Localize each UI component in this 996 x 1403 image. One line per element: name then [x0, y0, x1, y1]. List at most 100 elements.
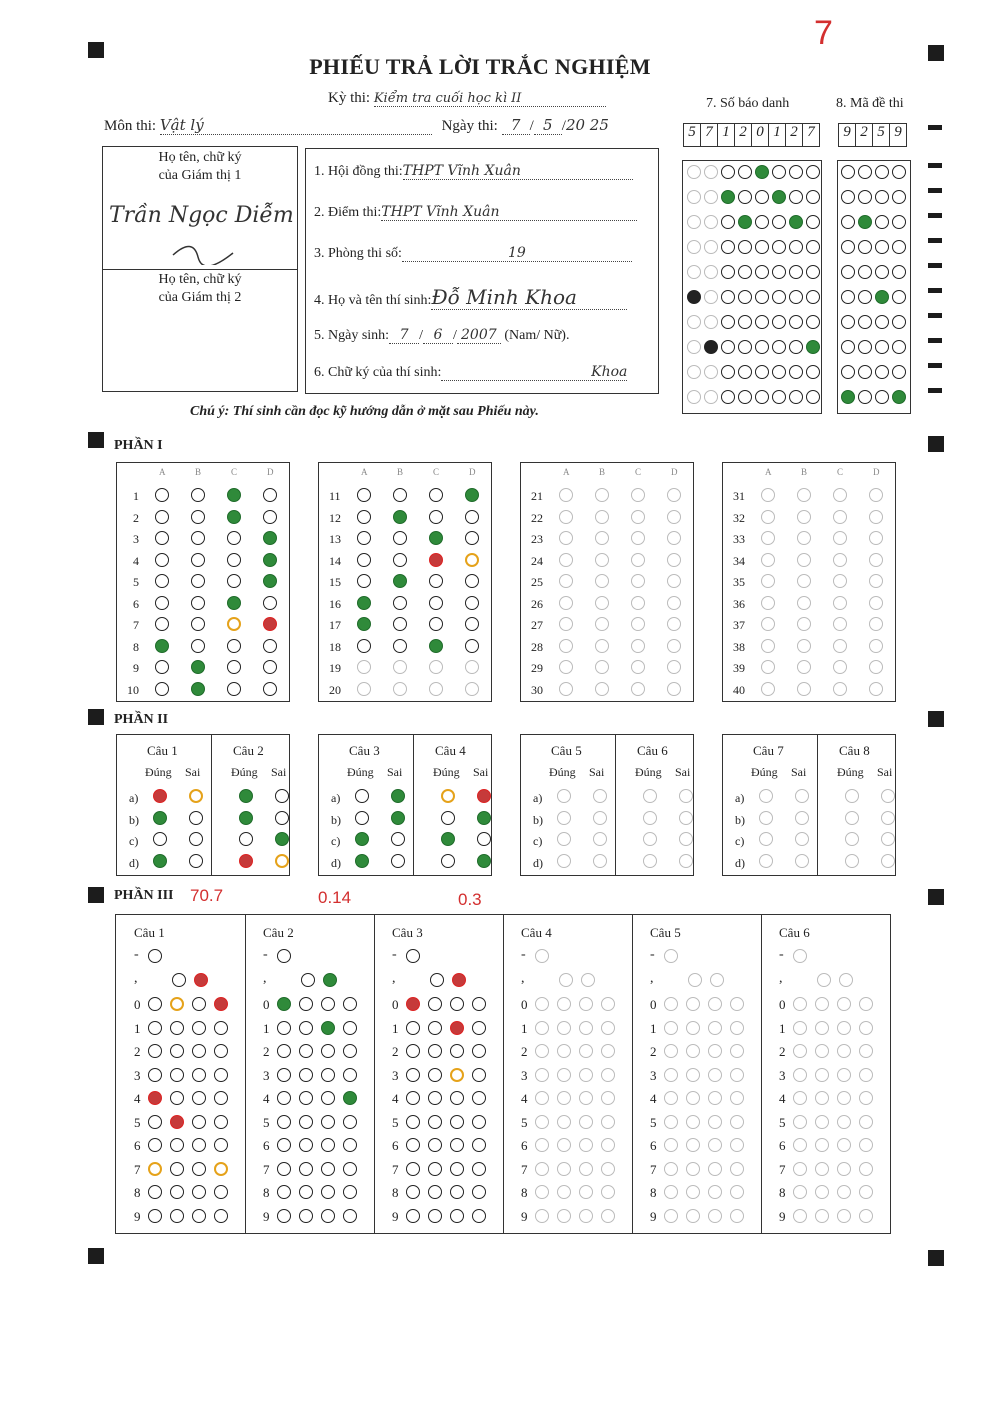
- digit-bubble[interactable]: [730, 1185, 744, 1199]
- part1-bubble[interactable]: [667, 552, 681, 567]
- digit-bubble[interactable]: [557, 997, 571, 1011]
- digit-bubble[interactable]: [579, 1091, 593, 1105]
- sbd-bubble[interactable]: [755, 290, 769, 304]
- sbd-bubble[interactable]: [806, 240, 820, 254]
- digit-bubble[interactable]: [535, 1020, 549, 1035]
- made-bubble[interactable]: [858, 290, 872, 304]
- digit-bubble[interactable]: [472, 1185, 486, 1199]
- part2-bubble[interactable]: [153, 789, 167, 803]
- part1-bubble[interactable]: [559, 574, 573, 588]
- digit-bubble[interactable]: [428, 1044, 442, 1058]
- part1-bubble[interactable]: [761, 660, 775, 674]
- part1-bubble[interactable]: [761, 638, 775, 653]
- part1-bubble[interactable]: [833, 488, 847, 502]
- digit-bubble[interactable]: [428, 1091, 442, 1105]
- part2-bubble[interactable]: [477, 832, 491, 846]
- part1-bubble[interactable]: [667, 595, 681, 610]
- digit-bubble[interactable]: [686, 1114, 700, 1129]
- digit-bubble[interactable]: [730, 1020, 744, 1035]
- sbd-bubble[interactable]: [772, 190, 786, 204]
- part1-bubble[interactable]: [393, 595, 407, 610]
- sbd-bubble[interactable]: [687, 365, 701, 379]
- part1-bubble[interactable]: [155, 531, 169, 545]
- made-bubble[interactable]: [892, 165, 906, 179]
- comma-bubble[interactable]: [559, 973, 573, 987]
- part1-bubble[interactable]: [833, 617, 847, 631]
- part1-bubble[interactable]: [393, 660, 407, 674]
- part1-bubble[interactable]: [393, 574, 407, 588]
- part1-bubble[interactable]: [761, 681, 775, 696]
- part1-bubble[interactable]: [797, 638, 811, 653]
- made-bubble[interactable]: [892, 265, 906, 279]
- digit-bubble[interactable]: [343, 997, 357, 1011]
- digit-bubble[interactable]: [579, 1067, 593, 1082]
- part1-bubble[interactable]: [465, 638, 479, 653]
- part1-bubble[interactable]: [631, 617, 645, 631]
- digit-bubble[interactable]: [428, 997, 442, 1011]
- digit-bubble[interactable]: [428, 1138, 442, 1152]
- digit-bubble[interactable]: [277, 1114, 291, 1129]
- comma-bubble[interactable]: [688, 973, 702, 987]
- digit-bubble[interactable]: [472, 1044, 486, 1058]
- digit-bubble[interactable]: [406, 1091, 420, 1105]
- part2-bubble[interactable]: [679, 853, 693, 868]
- made-bubble[interactable]: [875, 240, 889, 254]
- sbd-bubble[interactable]: [789, 165, 803, 179]
- digit-bubble[interactable]: [450, 1114, 464, 1129]
- part1-bubble[interactable]: [869, 595, 883, 610]
- part2-bubble[interactable]: [643, 789, 657, 803]
- comma-bubble[interactable]: [430, 973, 444, 987]
- sbd-bubble[interactable]: [772, 290, 786, 304]
- part1-bubble[interactable]: [263, 552, 277, 567]
- sbd-bubble[interactable]: [704, 215, 718, 229]
- sbd-bubble[interactable]: [755, 365, 769, 379]
- part1-bubble[interactable]: [559, 638, 573, 653]
- comma-bubble[interactable]: [301, 973, 315, 987]
- digit-bubble[interactable]: [299, 997, 313, 1011]
- part1-bubble[interactable]: [357, 681, 371, 696]
- digit-bubble[interactable]: [664, 1185, 678, 1199]
- made-bubble[interactable]: [858, 265, 872, 279]
- digit-bubble[interactable]: [557, 1044, 571, 1058]
- part2-bubble[interactable]: [759, 810, 773, 825]
- made-bubble[interactable]: [892, 340, 906, 354]
- sbd-bubble[interactable]: [687, 390, 701, 404]
- part1-bubble[interactable]: [797, 617, 811, 631]
- digit-bubble[interactable]: [406, 1044, 420, 1058]
- digit-bubble[interactable]: [686, 1161, 700, 1176]
- digit-bubble[interactable]: [148, 1020, 162, 1035]
- made-bubble[interactable]: [858, 390, 872, 404]
- digit-bubble[interactable]: [450, 1044, 464, 1058]
- sbd-bubble[interactable]: [721, 340, 735, 354]
- part2-bubble[interactable]: [845, 789, 859, 803]
- part2-bubble[interactable]: [189, 832, 203, 846]
- made-bubble[interactable]: [841, 315, 855, 329]
- sbd-bubble[interactable]: [806, 315, 820, 329]
- part1-bubble[interactable]: [667, 574, 681, 588]
- digit-bubble[interactable]: [406, 1185, 420, 1199]
- part2-bubble[interactable]: [239, 832, 253, 846]
- part1-bubble[interactable]: [465, 509, 479, 524]
- part1-bubble[interactable]: [357, 552, 371, 567]
- digit-bubble[interactable]: [192, 1020, 206, 1035]
- sbd-bubble[interactable]: [806, 215, 820, 229]
- digit-bubble[interactable]: [579, 1161, 593, 1176]
- digit-bubble[interactable]: [299, 1114, 313, 1129]
- part1-bubble[interactable]: [631, 488, 645, 502]
- part1-bubble[interactable]: [559, 488, 573, 502]
- digit-bubble[interactable]: [214, 1138, 228, 1152]
- part1-bubble[interactable]: [833, 574, 847, 588]
- sbd-bubble[interactable]: [721, 390, 735, 404]
- digit-bubble[interactable]: [214, 1067, 228, 1082]
- digit-bubble[interactable]: [579, 1044, 593, 1058]
- part1-bubble[interactable]: [761, 617, 775, 631]
- part1-bubble[interactable]: [631, 595, 645, 610]
- part1-bubble[interactable]: [595, 552, 609, 567]
- sbd-bubble[interactable]: [755, 165, 769, 179]
- digit-bubble[interactable]: [450, 1091, 464, 1105]
- part2-bubble[interactable]: [795, 789, 809, 803]
- part1-bubble[interactable]: [761, 531, 775, 545]
- digit-bubble[interactable]: [815, 1020, 829, 1035]
- digit-bubble[interactable]: [664, 1020, 678, 1035]
- sbd-bubble[interactable]: [721, 190, 735, 204]
